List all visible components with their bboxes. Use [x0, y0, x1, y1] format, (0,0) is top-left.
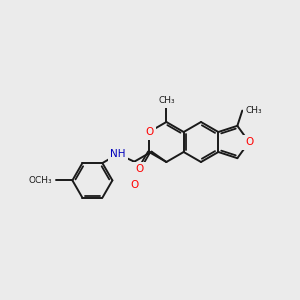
Text: OCH₃: OCH₃	[29, 176, 52, 185]
Text: O: O	[145, 127, 153, 137]
Text: O: O	[135, 164, 143, 174]
Text: CH₃: CH₃	[158, 96, 175, 105]
Text: CH₃: CH₃	[245, 106, 262, 115]
Text: NH: NH	[110, 149, 126, 159]
Text: O: O	[130, 180, 138, 190]
Text: O: O	[245, 137, 253, 147]
